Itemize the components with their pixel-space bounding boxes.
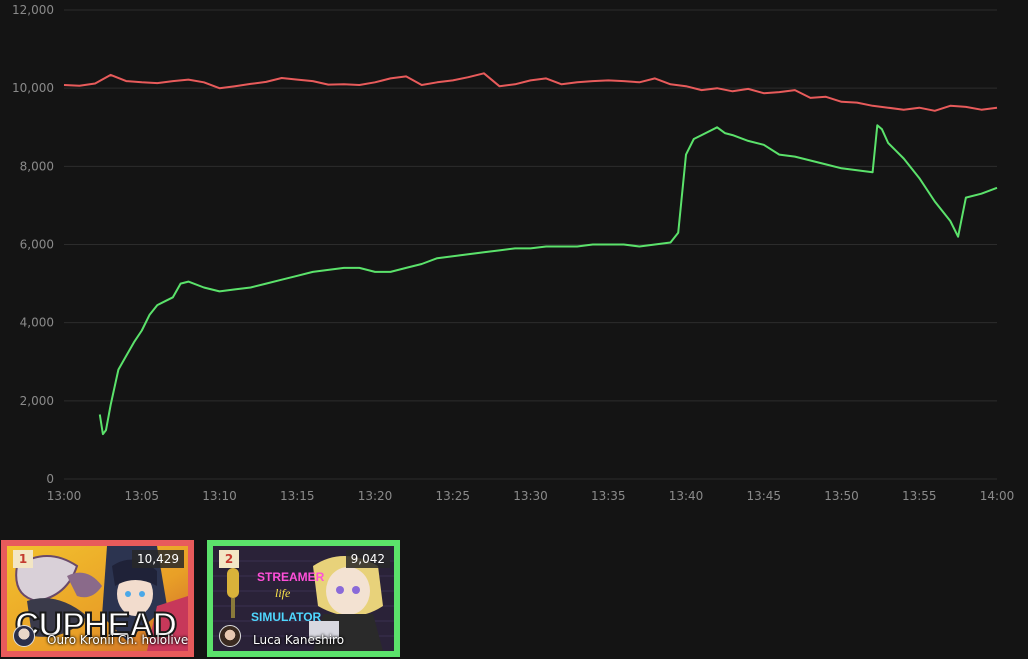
stream-card-1[interactable]: CUPHEAD 1 10,429 Ouro Kronii Ch. hololiv… bbox=[1, 540, 194, 657]
viewer-count-1: 10,429 bbox=[132, 550, 184, 568]
channel-avatar-2 bbox=[219, 625, 241, 647]
y-tick-label: 8,000 bbox=[20, 159, 54, 173]
x-tick-label: 13:05 bbox=[124, 489, 159, 503]
y-tick-label: 12,000 bbox=[12, 3, 54, 17]
stream-thumbnail-1[interactable]: CUPHEAD 1 10,429 Ouro Kronii Ch. hololiv… bbox=[7, 546, 188, 651]
y-tick-label: 2,000 bbox=[20, 394, 54, 408]
x-tick-label: 13:20 bbox=[358, 489, 393, 503]
series-line-1 bbox=[63, 72, 998, 112]
x-tick-label: 13:30 bbox=[513, 489, 548, 503]
series-line-2 bbox=[98, 124, 998, 436]
y-axis-labels: 0 2,000 4,000 6,000 8,000 10,000 12,000 bbox=[12, 3, 54, 486]
game-title-line-2: life bbox=[275, 586, 291, 600]
x-tick-label: 13:45 bbox=[746, 489, 781, 503]
x-tick-label: 13:40 bbox=[669, 489, 704, 503]
y-tick-label: 0 bbox=[46, 472, 54, 486]
stream-thumbnail-2[interactable]: STREAMER life SIMULATOR 2 9,042 Luca Kan… bbox=[213, 546, 394, 651]
cuphead-thumbnail-art bbox=[7, 546, 188, 651]
stream-card-2[interactable]: STREAMER life SIMULATOR 2 9,042 Luca Kan… bbox=[207, 540, 400, 657]
x-tick-label: 13:55 bbox=[902, 489, 937, 503]
game-title-line-3: SIMULATOR bbox=[251, 610, 322, 624]
game-title-line-1: STREAMER bbox=[257, 570, 325, 584]
viewer-count-2: 9,042 bbox=[345, 550, 390, 568]
y-tick-label: 10,000 bbox=[12, 81, 54, 95]
x-tick-label: 13:25 bbox=[435, 489, 470, 503]
streamer-life-thumbnail-art bbox=[213, 546, 394, 651]
channel-avatar-1 bbox=[13, 625, 35, 647]
y-tick-label: 4,000 bbox=[20, 316, 54, 330]
y-tick-label: 6,000 bbox=[20, 238, 54, 252]
channel-name-1: Ouro Kronii Ch. hololive- bbox=[47, 633, 188, 647]
rank-badge-2: 2 bbox=[219, 550, 239, 568]
x-tick-label: 13:50 bbox=[824, 489, 859, 503]
x-tick-label: 13:35 bbox=[591, 489, 626, 503]
x-tick-label: 13:15 bbox=[280, 489, 315, 503]
x-tick-label: 13:10 bbox=[202, 489, 237, 503]
x-axis-labels: 13:00 13:05 13:10 13:15 13:20 13:25 13:30 13:35… bbox=[47, 489, 1015, 503]
channel-name-2: Luca Kaneshiro bbox=[253, 633, 345, 647]
x-tick-label: 14:00 bbox=[980, 489, 1015, 503]
series-lines bbox=[63, 72, 998, 436]
viewer-chart: 0 2,000 4,000 6,000 8,000 10,000 12,000 13:00 1… bbox=[12, 3, 1015, 503]
rank-badge-1: 1 bbox=[13, 550, 33, 568]
x-tick-label: 13:00 bbox=[47, 489, 82, 503]
game-title-art: CUPHEAD bbox=[14, 605, 178, 645]
